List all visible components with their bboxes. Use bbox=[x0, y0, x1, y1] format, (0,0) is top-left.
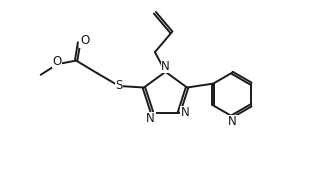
Text: N: N bbox=[146, 112, 155, 125]
Text: N: N bbox=[228, 115, 237, 128]
Text: O: O bbox=[52, 55, 62, 68]
Text: O: O bbox=[80, 34, 89, 47]
Text: S: S bbox=[116, 79, 123, 92]
Text: N: N bbox=[161, 60, 170, 73]
Text: N: N bbox=[180, 106, 189, 119]
